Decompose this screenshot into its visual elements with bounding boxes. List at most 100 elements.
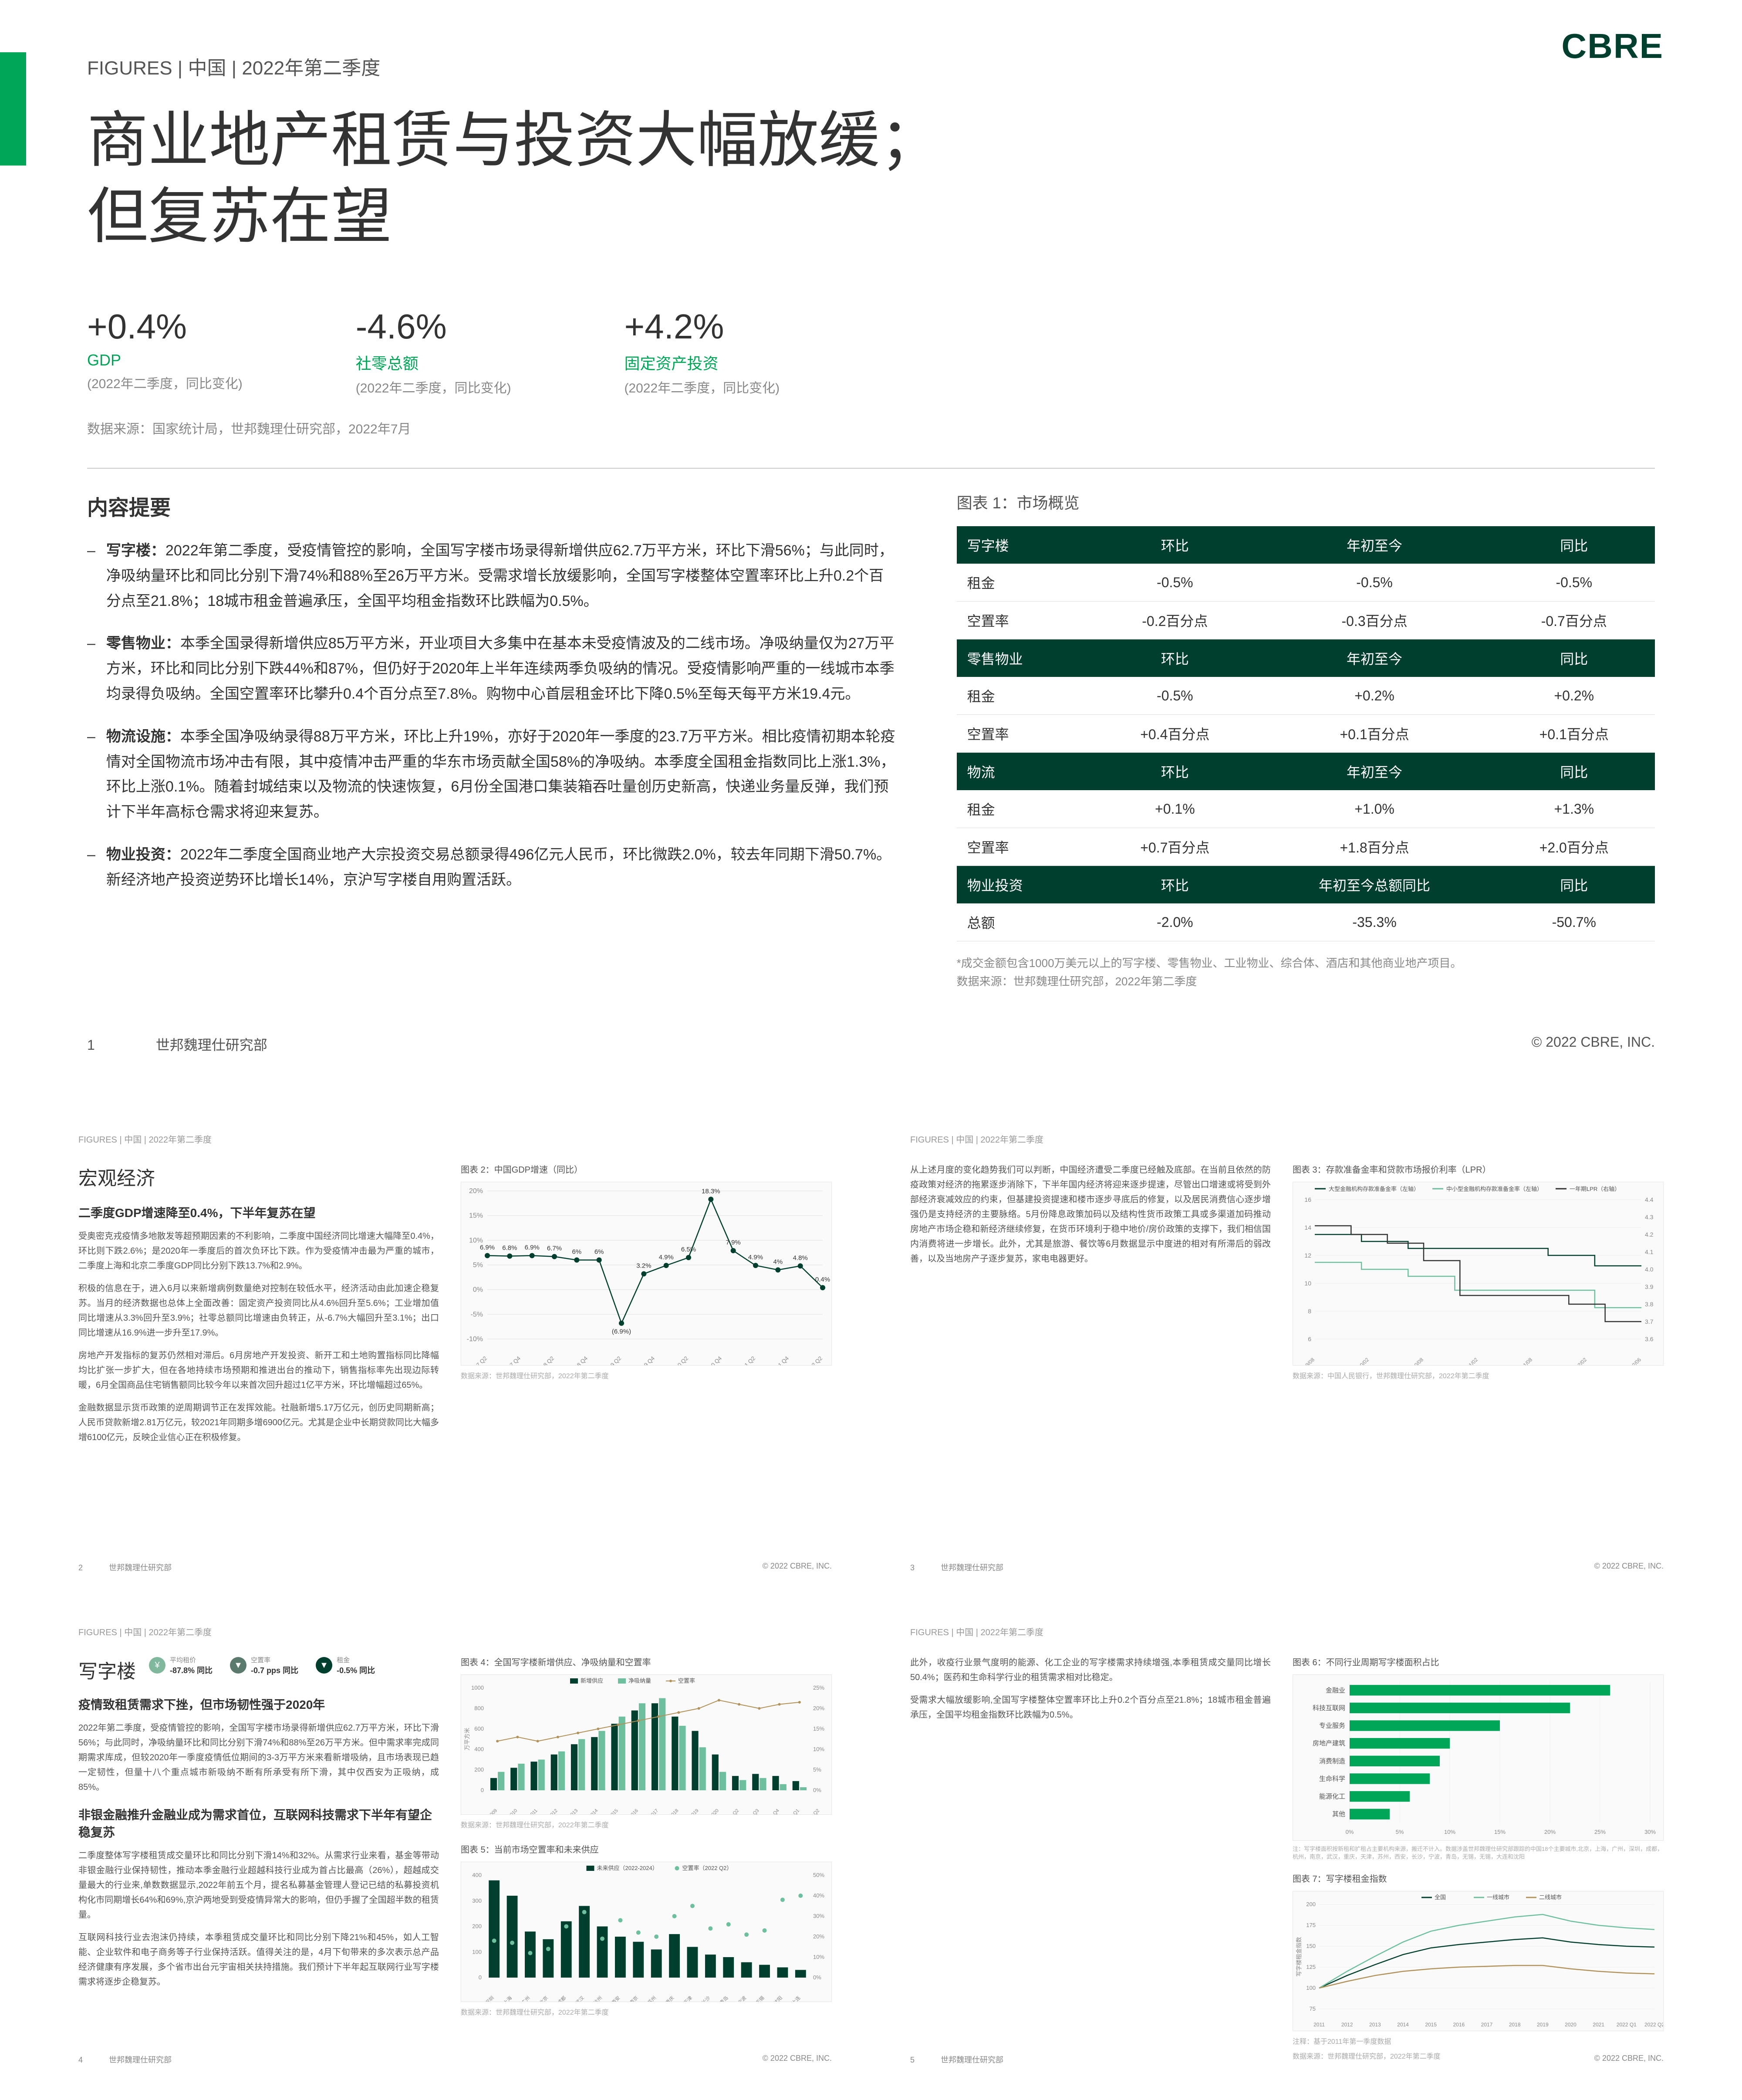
svg-text:175: 175 <box>1306 1922 1316 1928</box>
svg-text:4.9%: 4.9% <box>748 1254 763 1261</box>
page-number: 1 <box>87 1037 95 1053</box>
macro-heading: 宏观经济 <box>78 1163 439 1190</box>
svg-text:10%: 10% <box>813 1746 824 1752</box>
svg-text:重庆: 重庆 <box>664 1995 675 2002</box>
svg-text:南京: 南京 <box>628 1995 639 2002</box>
svg-text:20%: 20% <box>469 1187 483 1195</box>
svg-text:2009: 2009 <box>487 1808 498 1814</box>
svg-text:18.3%: 18.3% <box>702 1187 720 1195</box>
svg-text:10%: 10% <box>813 1954 824 1960</box>
bullet-item: – 物业投资：2022年二季度全国商业地产大宗投资交易总额录得496亿元人民币，… <box>87 842 896 893</box>
svg-text:一线城市: 一线城市 <box>1487 1894 1509 1900</box>
svg-text:6.9%: 6.9% <box>525 1244 540 1251</box>
svg-text:其他: 其他 <box>1332 1810 1345 1818</box>
table-row: 空置率+0.4百分点+0.1百分点+0.1百分点 <box>957 715 1655 753</box>
svg-text:2016: 2016 <box>628 1808 639 1814</box>
breadcrumb: FIGURES | 中国 | 2022年第二季度 <box>87 52 1655 80</box>
metrics-row: +0.4% GDP (2022年二季度，同比变化)-4.6% 社零总额 (202… <box>87 307 1655 396</box>
svg-text:北京: 北京 <box>538 1995 549 2002</box>
svg-text:8: 8 <box>1308 1308 1311 1315</box>
svg-text:2021/02: 2021/02 <box>1462 1356 1479 1365</box>
svg-text:30%: 30% <box>813 1913 824 1919</box>
divider <box>87 468 1655 469</box>
svg-text:大连: 大连 <box>790 1995 801 2002</box>
svg-text:净吸纳量: 净吸纳量 <box>628 1677 651 1684</box>
svg-text:4.9%: 4.9% <box>659 1254 674 1261</box>
metric-badge: ▼ 租金-0.5% 同比 <box>316 1655 375 1676</box>
badge-icon: ¥ <box>149 1657 165 1674</box>
source-text: 数据来源：国家统计局，世邦魏理仕研究部，2022年7月 <box>87 418 1655 437</box>
accent-bar <box>0 52 26 166</box>
svg-text:400: 400 <box>474 1746 484 1752</box>
svg-text:2014: 2014 <box>588 1808 599 1814</box>
svg-text:40%: 40% <box>813 1892 824 1899</box>
svg-text:2020/08: 2020/08 <box>1407 1356 1425 1365</box>
table-row: 租金-0.5%+0.2%+0.2% <box>957 677 1655 715</box>
page-1: CBRE FIGURES | 中国 | 2022年第二季度 商业地产租赁与投资大… <box>0 0 1742 1089</box>
svg-text:万平方米: 万平方米 <box>464 1728 470 1750</box>
svg-text:10%: 10% <box>1444 1829 1455 1835</box>
svg-text:2022 Q2: 2022 Q2 <box>1644 2022 1663 2028</box>
svg-text:一年期LPR（右轴）: 一年期LPR（右轴） <box>1570 1186 1620 1192</box>
svg-text:20%: 20% <box>1544 1829 1556 1835</box>
page-5: FIGURES | 中国 | 2022年第二季度 此外，收疫行业景气度明的能源、… <box>884 1608 1690 2074</box>
svg-text:2013: 2013 <box>567 1808 579 1814</box>
page-2: FIGURES | 中国 | 2022年第二季度 宏观经济 二季度GDP增速降至… <box>52 1115 858 1581</box>
svg-text:2021 Q3: 2021 Q3 <box>743 1808 760 1814</box>
lpr-chart: 68101214163.63.73.83.94.04.14.24.34.4大型金… <box>1293 1182 1664 1366</box>
svg-text:3.9: 3.9 <box>1645 1283 1654 1290</box>
svg-text:2022 Q1: 2022 Q1 <box>1617 2022 1637 2028</box>
metric-badge: ▼ 空置率-0.7 pps 同比 <box>230 1655 298 1676</box>
svg-text:苏州: 苏州 <box>647 1995 658 2001</box>
svg-text:沈阳: 沈阳 <box>773 1995 783 2002</box>
svg-text:上海: 上海 <box>502 1995 513 2002</box>
svg-text:中小型金融机构存款准备金率（左轴）: 中小型金融机构存款准备金率（左轴） <box>1446 1186 1543 1192</box>
svg-text:4.1: 4.1 <box>1645 1248 1654 1255</box>
page-4: FIGURES | 中国 | 2022年第二季度 写字楼 ¥ 平均租价-87.8… <box>52 1608 858 2074</box>
svg-text:2020/02: 2020/02 <box>1353 1356 1371 1365</box>
gdp-chart: -10%-5%0%5%10%15%20%6.9%6.8%6.9%6.7%6%6%… <box>461 1182 832 1366</box>
breadcrumb: FIGURES | 中国 | 2022年第二季度 <box>78 1133 832 1145</box>
svg-text:-5%: -5% <box>471 1311 483 1319</box>
market-overview-table: 写字楼环比年初至今同比租金-0.5%-0.5%-0.5%空置率-0.2百分点-0… <box>957 526 1655 941</box>
svg-text:武汉: 武汉 <box>574 1995 585 2001</box>
chart3-title: 图表 3：存款准备金率和贷款市场报价利率（LPR） <box>1293 1163 1664 1175</box>
metric-value: +0.4% <box>87 307 243 347</box>
svg-text:0%: 0% <box>473 1286 483 1294</box>
svg-text:(6.9%): (6.9%) <box>612 1328 631 1336</box>
svg-text:4.2: 4.2 <box>1645 1231 1654 1238</box>
svg-text:15%: 15% <box>469 1212 483 1220</box>
svg-text:青岛: 青岛 <box>718 1995 729 2002</box>
table-title: 图表 1：市场概览 <box>957 490 1655 513</box>
svg-text:4%: 4% <box>773 1258 783 1266</box>
page-3: FIGURES | 中国 | 2022年第二季度 从上述月度的变化趋势我们可以判… <box>884 1115 1690 1581</box>
svg-text:宁波: 宁波 <box>736 1995 747 2002</box>
svg-text:2021 Q4: 2021 Q4 <box>763 1808 780 1814</box>
svg-text:2020 Q2: 2020 Q2 <box>669 1355 689 1365</box>
svg-text:4.4: 4.4 <box>1645 1196 1654 1203</box>
svg-text:25%: 25% <box>813 1684 824 1691</box>
bullet-label: 零售物业： <box>106 635 180 652</box>
breadcrumb: FIGURES | 中国 | 2022年第二季度 <box>910 1133 1664 1145</box>
metric-label: 固定资产投资 <box>624 351 780 374</box>
svg-text:天津: 天津 <box>682 1995 693 2001</box>
summary-heading: 内容提要 <box>87 490 896 521</box>
svg-text:2022 Q2: 2022 Q2 <box>803 1355 824 1365</box>
svg-text:2019 Q4: 2019 Q4 <box>636 1355 656 1365</box>
svg-text:金融业: 金融业 <box>1326 1687 1345 1694</box>
subpages-grid: FIGURES | 中国 | 2022年第二季度 宏观经济 二季度GDP增速降至… <box>0 1089 1742 2100</box>
svg-text:50%: 50% <box>813 1872 824 1878</box>
svg-text:15%: 15% <box>1494 1829 1506 1835</box>
svg-text:二线城市: 二线城市 <box>1539 1894 1562 1900</box>
svg-text:10%: 10% <box>469 1237 483 1244</box>
svg-text:2019: 2019 <box>1537 2022 1549 2028</box>
metric-value: +4.2% <box>624 307 780 347</box>
svg-text:2019/08: 2019/08 <box>1298 1356 1316 1365</box>
metric: -4.6% 社零总额 (2022年二季度，同比变化) <box>356 307 511 396</box>
svg-text:-10%: -10% <box>467 1336 483 1343</box>
main-columns: 内容提要 – 写字楼：2022年第二季度，受疫情管控的影响，全国写字楼市场录得新… <box>87 490 1655 991</box>
svg-text:10: 10 <box>1304 1280 1311 1287</box>
supply-absorption-chart: 020040060080010000%5%10%15%20%25%万平方米新增供… <box>461 1674 832 1815</box>
svg-text:6.8%: 6.8% <box>502 1244 517 1252</box>
svg-text:深圳: 深圳 <box>484 1995 495 2001</box>
